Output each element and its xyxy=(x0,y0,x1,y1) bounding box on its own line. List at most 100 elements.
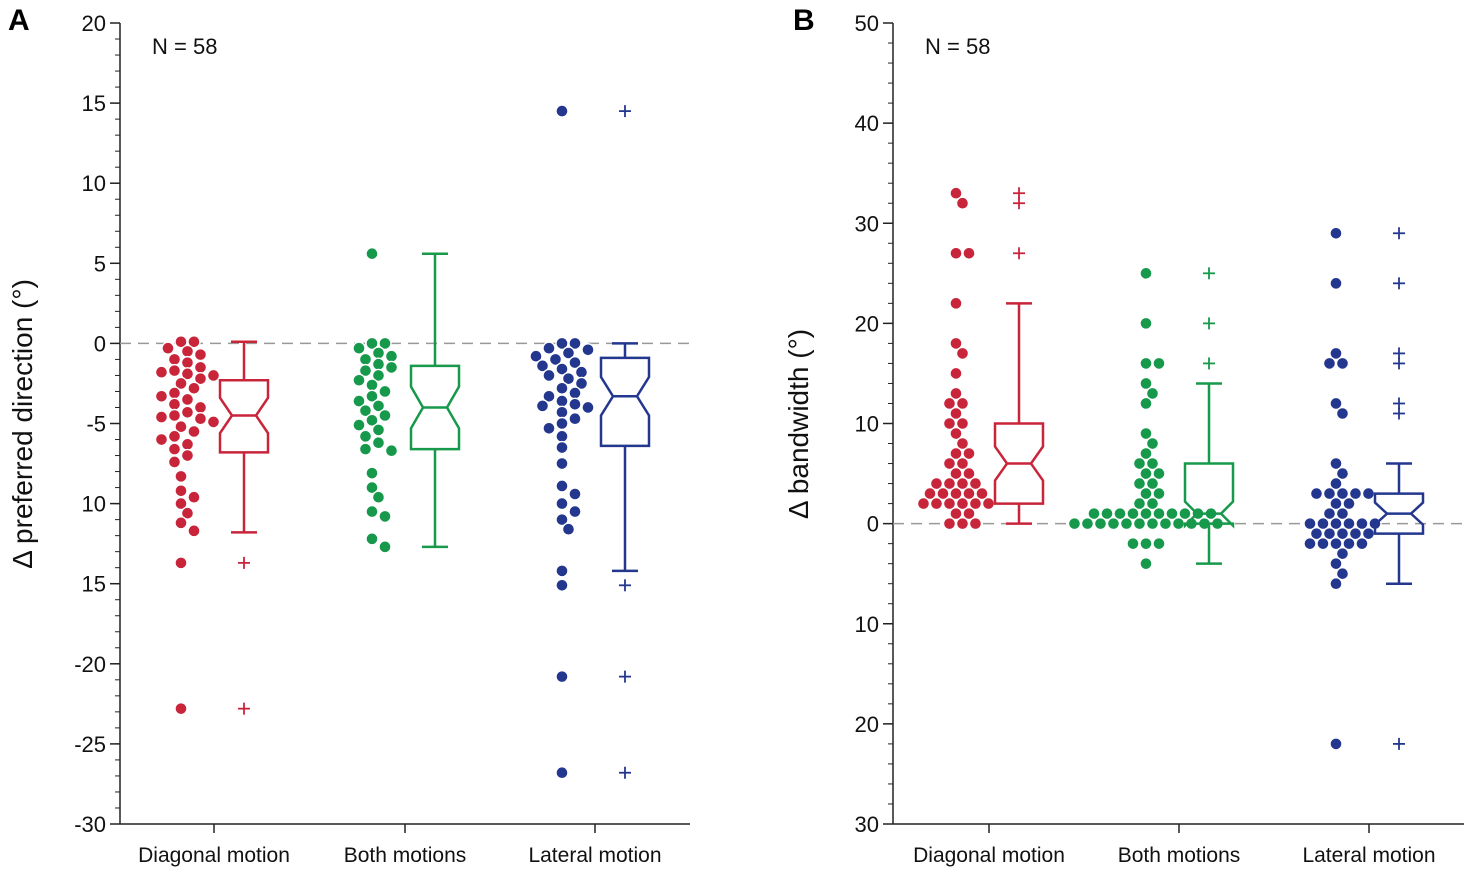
panel-a-data-point xyxy=(555,496,569,511)
panel-b-box xyxy=(1373,492,1425,535)
panel-b-data-point xyxy=(968,516,983,531)
panel-b-data-point xyxy=(1329,456,1343,471)
panel-b-y-tick-label: 20 xyxy=(855,311,879,336)
panel-a-axes: 20 15 10 5 0 -5 10 15 -20 -25 -30 Diagonal motion Bo… xyxy=(74,11,690,867)
panel-b-data-point xyxy=(955,416,970,431)
panel-b-data-point xyxy=(1335,486,1350,501)
panel-a-series-0 xyxy=(154,335,270,716)
panel-a-data-point xyxy=(574,365,589,379)
panel-b-data-point xyxy=(1139,466,1153,481)
panel-a-category-label: Diagonal motion xyxy=(138,844,290,867)
panel-b-data-point xyxy=(1139,376,1153,391)
panel-a-data-point xyxy=(180,367,195,381)
panel-a-data-point xyxy=(352,373,366,387)
panel-a-category-label: Both motions xyxy=(344,844,467,867)
panel-b-data-point xyxy=(1093,516,1108,531)
panel-a-data-point xyxy=(365,336,379,351)
panel-b-data-point xyxy=(955,456,970,471)
panel-a-data-point xyxy=(568,411,582,426)
panel-b-data-point xyxy=(968,476,983,491)
panel-b-data-point xyxy=(942,396,957,411)
panel-b-data-point xyxy=(1329,556,1343,571)
panel-a-data-point xyxy=(167,386,182,400)
panel-b-data-point xyxy=(1132,476,1147,491)
panel-b-category-label: Both motions xyxy=(1118,844,1241,867)
panel-b-data-point xyxy=(1348,526,1363,541)
panel-a-data-point xyxy=(154,410,169,424)
panel-a-data-point xyxy=(574,376,589,391)
panel-b-y-tick-label: 40 xyxy=(855,111,879,136)
panel-a-box xyxy=(599,356,651,448)
panel-b-data-point xyxy=(1139,266,1153,281)
panel-b-data-point xyxy=(1145,476,1160,491)
panel-a-data-point xyxy=(384,360,399,375)
panel-b-data-point xyxy=(1145,516,1160,531)
panel-b-data-point xyxy=(1106,516,1121,531)
panel-b-data-point xyxy=(1152,466,1166,481)
panel-b-data-point xyxy=(955,436,970,451)
panel-a-data-point xyxy=(542,368,556,383)
panel-a-data-point xyxy=(555,669,569,684)
panel-a-data-point xyxy=(206,415,221,429)
panel-a-y-tick-label: -30 xyxy=(74,812,106,837)
panel-a-data-point xyxy=(174,376,188,391)
panel-b-data-point xyxy=(949,246,963,260)
panel-b-data-point xyxy=(1145,456,1160,471)
panel-b-data-point xyxy=(975,486,989,501)
panel-a-y-tick-label: -5 xyxy=(86,412,106,437)
panel-b-y-tick-label: 20 xyxy=(855,712,879,737)
panel-b-data-point xyxy=(1309,526,1324,541)
panel-a-data-point xyxy=(180,405,195,419)
panel-a-data-point xyxy=(371,436,386,450)
panel-a-data-point xyxy=(167,363,182,378)
panel-b-data-point xyxy=(942,496,957,511)
panel-b-data-point xyxy=(962,446,976,461)
panel-a-data-point xyxy=(378,509,392,524)
panel-a-data-point xyxy=(555,416,569,431)
panel-a-data-point xyxy=(206,368,221,383)
panel-b-data-point xyxy=(1322,526,1337,541)
panel-a-data-point xyxy=(358,429,373,444)
panel-b-data-point xyxy=(949,466,963,481)
panel-b-data-point xyxy=(955,516,970,531)
panel-b-series-1 xyxy=(1067,266,1235,571)
panel-a-data-point xyxy=(371,368,386,383)
panel-b-data-point xyxy=(942,416,957,431)
panel-a-data-point xyxy=(187,335,201,349)
panel-b-data-point xyxy=(1139,536,1153,551)
panel-a-data-point xyxy=(174,335,188,349)
panel-b-data-point xyxy=(1329,276,1343,291)
panel-a-data-point xyxy=(555,766,569,780)
panel-a-data-point xyxy=(384,444,399,458)
panel-a-data-point xyxy=(535,359,550,373)
panel-b-data-point xyxy=(949,426,963,441)
panel-a-data-point xyxy=(187,381,201,395)
panel-b-data-point xyxy=(1303,536,1317,551)
panel-a-data-point xyxy=(555,405,569,419)
panel-a-data-point xyxy=(568,487,582,501)
panel-b-data-point xyxy=(949,336,963,351)
panel-a-y-tick-label: 20 xyxy=(82,11,106,36)
panel-b-data-point xyxy=(1329,226,1343,240)
panel-a-data-point xyxy=(371,423,386,437)
panel-a-data-point xyxy=(180,506,195,520)
panel-a-n-label: N = 58 xyxy=(152,34,217,59)
panel-b-data-point xyxy=(1145,436,1160,451)
panel-b-data-point xyxy=(929,476,944,491)
panel-a-data-point xyxy=(561,346,576,360)
panel-a-data-point xyxy=(555,440,569,455)
panel-b-data-point xyxy=(1139,356,1153,371)
panel-b-data-point xyxy=(955,476,970,491)
panel-b-data-point xyxy=(1178,506,1192,521)
panel-b-data-point xyxy=(1335,466,1350,481)
panel-a-data-point xyxy=(555,456,569,471)
panel-b-data-point xyxy=(1342,516,1356,531)
panel-b-data-point xyxy=(1335,566,1350,581)
panel-b-data-point xyxy=(962,246,976,260)
panel-a-data-point xyxy=(568,355,582,370)
panel-a-y-tick-label: 0 xyxy=(94,331,106,356)
panel-b-data-point xyxy=(962,466,976,481)
panel-a-data-point xyxy=(167,352,182,367)
panel-a-data-point xyxy=(548,352,563,367)
panel-b-y-tick-label: 10 xyxy=(855,412,879,437)
